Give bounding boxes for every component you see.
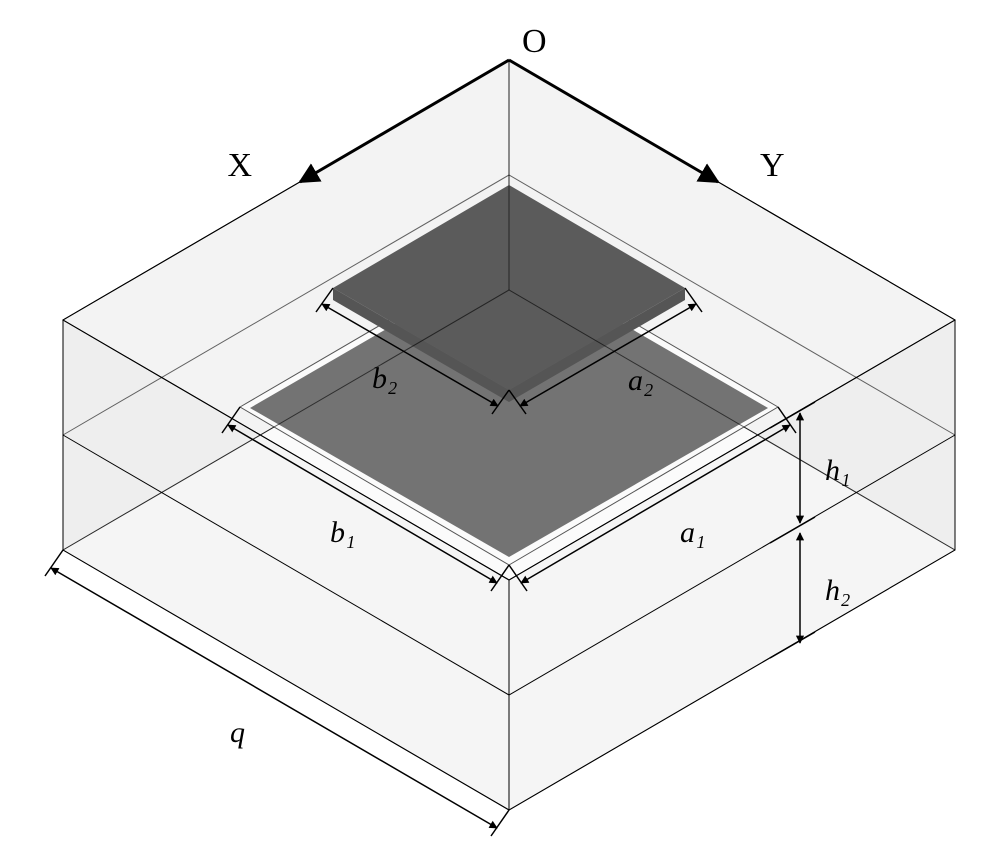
dim-a2-label: a₂ bbox=[628, 364, 653, 397]
dim-h1-label: h₁ bbox=[825, 454, 850, 487]
origin-label: O bbox=[522, 23, 547, 60]
dim-b1-label: b₁ bbox=[330, 516, 355, 549]
dim-h2-label: h₂ bbox=[825, 574, 850, 607]
y-axis-label: Y bbox=[760, 147, 785, 184]
dim-b2-label: b₂ bbox=[372, 362, 397, 395]
dim-a1-label: a₁ bbox=[680, 516, 705, 549]
x-axis-label: X bbox=[227, 147, 252, 184]
dim-q-ext2 bbox=[491, 810, 509, 836]
dim-q-ext1 bbox=[45, 550, 63, 576]
diagram-svg: O X Y q h₁ h₂ a₁ b₁ a₂ b₂ bbox=[0, 0, 1000, 845]
dim-q-label: q bbox=[230, 716, 245, 749]
